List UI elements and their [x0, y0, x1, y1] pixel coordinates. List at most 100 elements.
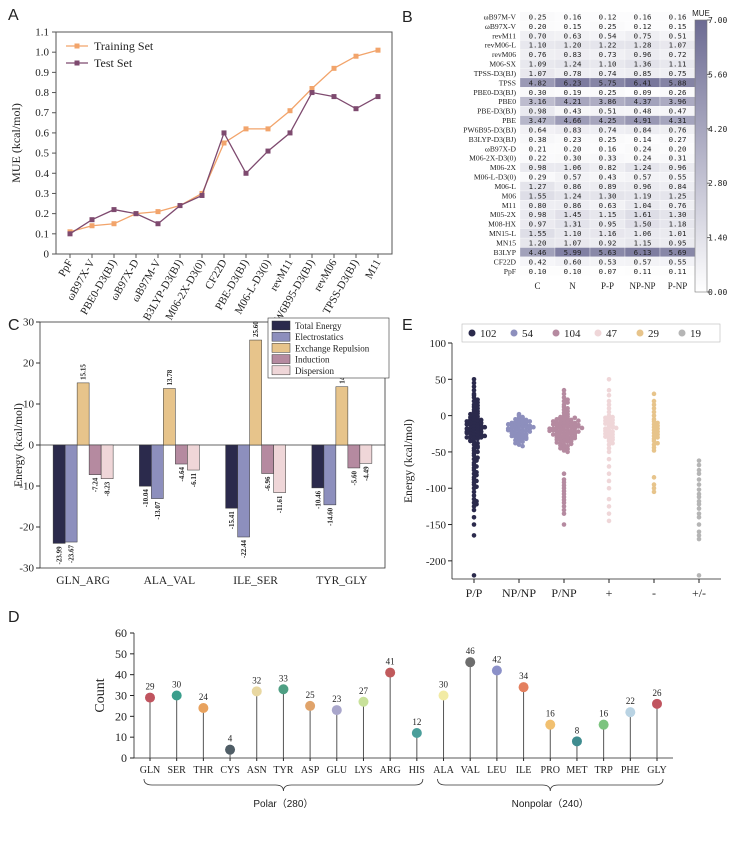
scatter-point	[696, 471, 702, 477]
scatter-point	[603, 434, 608, 439]
data-point	[309, 90, 315, 96]
heatmap-cell-value: 0.22	[529, 154, 547, 163]
heatmap-cell-value: 0.73	[599, 50, 617, 59]
heatmap-cell-value: 0.74	[599, 125, 617, 134]
heatmap-cell-value: 0.63	[599, 201, 617, 210]
legend-marker	[552, 329, 560, 337]
x-category-label: PHE	[621, 765, 640, 776]
data-point	[331, 65, 337, 71]
y-tick-label: 0	[441, 411, 447, 423]
x-category-label: GLN	[140, 765, 161, 776]
y-tick-label: -30	[19, 563, 34, 575]
y-tick-label: 20	[23, 358, 35, 370]
bar	[237, 444, 250, 538]
heatmap-cell-value: 1.50	[634, 220, 652, 229]
data-point	[353, 106, 359, 112]
heatmap-cell-value: 0.53	[599, 257, 617, 266]
scatter-point	[509, 433, 515, 439]
heatmap-cell-value: 0.95	[669, 239, 687, 248]
data-point	[111, 221, 117, 227]
heatmap-cell-value: 3.86	[599, 97, 617, 106]
lollipop-point	[571, 736, 582, 747]
bar	[100, 444, 114, 479]
scatter-point	[509, 425, 515, 431]
heatmap-cell-value: 0.10	[564, 267, 582, 276]
scatter-point	[613, 425, 619, 431]
scatter-point	[561, 504, 567, 509]
y-tick-label: 60	[115, 626, 127, 640]
scatter-point	[527, 419, 533, 424]
y-tick-label: 0	[44, 249, 50, 261]
heatmap-cell-value: 4.21	[564, 97, 582, 106]
bar	[249, 339, 262, 446]
y-tick-label: 0.2	[35, 208, 49, 220]
scatter-point	[565, 424, 570, 429]
scatter-point	[561, 500, 567, 506]
y-tick-label: 0.7	[35, 107, 49, 119]
point-value-label: 30	[172, 680, 182, 690]
heatmap-cell-value: 0.20	[529, 22, 547, 31]
bar	[88, 444, 102, 475]
group-brace	[437, 778, 664, 792]
legend-label: 104	[564, 328, 581, 340]
scatter-point	[558, 445, 563, 451]
heatmap-cell-value: 0.43	[564, 107, 582, 116]
scatter-point	[561, 438, 567, 444]
scatter-point	[550, 432, 556, 437]
data-point	[265, 148, 271, 154]
y-tick-label: 0.9	[35, 67, 49, 79]
heatmap-row-label: PBE0-D3(BJ)	[473, 88, 516, 97]
data-point	[89, 223, 95, 229]
legend-marker	[636, 329, 644, 337]
scatter-point	[651, 485, 657, 491]
y-tick-label: 30	[23, 317, 35, 329]
scatter-point	[471, 380, 477, 386]
heatmap-cell-value: 0.82	[599, 163, 617, 172]
heatmap-row-label: M06-2X	[490, 163, 517, 172]
scatter-point	[471, 504, 477, 509]
heatmap-row-label: M06-L-D3(0)	[474, 173, 517, 182]
heatmap-cell-value: 0.86	[564, 182, 582, 191]
heatmap-cell-value: 1.10	[564, 229, 582, 238]
heatmap-cell-value: 0.19	[564, 88, 582, 97]
heatmap-cell-value: 1.36	[634, 60, 652, 69]
heatmap-cell-value: 0.15	[564, 22, 582, 31]
legend-swatch	[271, 343, 291, 353]
heatmap-cell-value: 0.30	[529, 88, 547, 97]
bar-value-label: -14.60	[326, 507, 334, 526]
heatmap-cell-value: 0.98	[529, 210, 547, 219]
x-category-label: +	[606, 586, 613, 600]
lollipop-point	[491, 665, 502, 676]
y-tick-label: 1.0	[35, 47, 49, 59]
scatter-point	[576, 422, 581, 428]
point-value-label: 24	[199, 692, 209, 702]
scatter-point	[606, 413, 612, 418]
point-value-label: 16	[546, 709, 556, 719]
scatter-point	[464, 429, 470, 434]
scatter-point	[606, 471, 612, 477]
legend-marker	[594, 329, 602, 337]
heatmap-cell-value: 1.07	[564, 239, 582, 248]
y-tick-label: 10	[115, 730, 127, 744]
bar	[323, 444, 337, 506]
legend-marker	[74, 60, 80, 66]
x-category-label: TYR_GLY	[316, 575, 368, 587]
bar-value-label: -6.96	[264, 476, 272, 491]
x-category-label: -	[652, 586, 656, 600]
x-category-label: +/-	[692, 586, 706, 600]
bar-value-label: -7.24	[92, 477, 100, 492]
heatmap-row-label: revM06-L	[485, 41, 517, 50]
data-point	[375, 94, 381, 100]
heatmap-cell-value: 0.47	[669, 107, 687, 116]
heatmap-cell-value: 6.41	[634, 78, 652, 87]
y-tick-label: 10	[23, 399, 35, 411]
point-value-label: 41	[386, 657, 395, 667]
heatmap-column-label: P-NP	[668, 281, 688, 291]
lollipop-point	[358, 696, 369, 707]
heatmap-cell-value: 0.89	[599, 182, 617, 191]
scatter-point	[513, 440, 518, 446]
heatmap-cell-value: 0.24	[634, 154, 652, 163]
scatter-point	[554, 440, 560, 445]
heatmap-cell-value: 0.26	[669, 88, 687, 97]
